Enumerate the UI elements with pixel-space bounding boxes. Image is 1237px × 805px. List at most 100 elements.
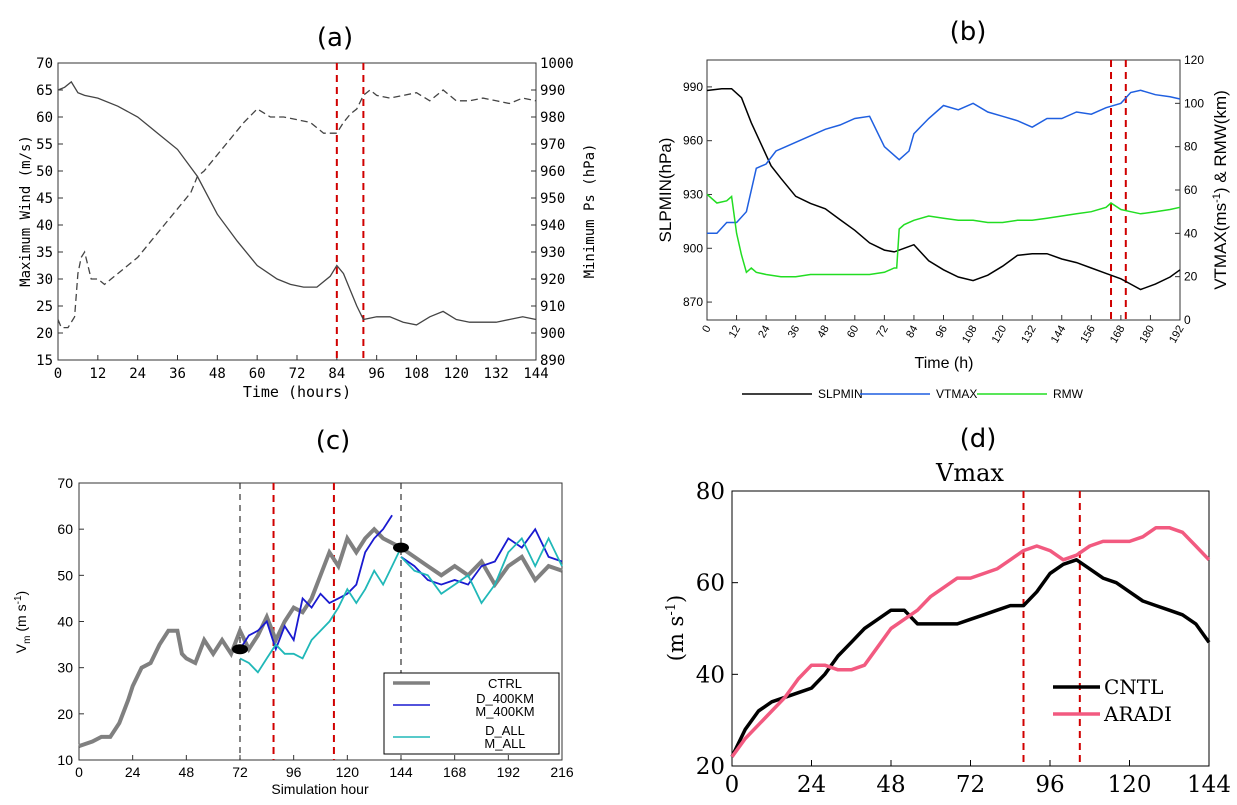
panel-b-x-tick-label: 0 [700,324,713,335]
panel-b-label: (b) [950,17,987,47]
panel-b-y2-tick-label: 80 [1184,140,1198,154]
panel-b-x-tick-label: 156 [1078,324,1098,346]
panel-d-label: (d) [960,424,997,454]
panel-b-x-tick-label: 168 [1108,324,1128,346]
panel-c-series-m-400km [400,527,563,586]
panel-a-y2-tick-label: 900 [540,326,565,342]
panel-a-x-ticks: 0 12 24 36 48 60 72 84 96 108 120 132 144 [54,355,549,382]
panel-a-x-tick-label: 72 [289,366,306,382]
panel-d-x-tick-label: 48 [876,772,905,798]
panel-b-legend-label: VTMAX [936,387,977,401]
panel-b-legend: SLPMIN VTMAX RMW [742,387,1084,401]
panel-b-x-tick-label: 180 [1137,324,1157,346]
panel-c-y-tick-label: 10 [57,752,73,768]
panel-c-reference-lines [239,483,402,760]
panel-b-x-tick-label: 24 [756,324,773,341]
panel-d-reference-lines [1022,491,1081,766]
panel-a-y2-tick-label: 920 [540,272,565,288]
panel-a-x-tick-label: 144 [523,366,548,382]
panel-c-marker-dot [232,644,248,655]
panel-c-series-m-all [400,536,563,605]
panel-b-series-rmw [706,193,1181,278]
panel-d-y-tick-label: 80 [696,479,725,505]
panel-a-frame [57,62,537,361]
panel-b: (b) 0 12 24 36 48 60 72 84 96 108 120 132 144 156 168 1… [656,17,1230,401]
panel-c-label: (c) [316,426,351,456]
panel-a-y2-tick-label: 940 [540,218,565,234]
panel-a-y2-tick-label: 1000 [540,56,574,72]
panel-c-x-tick-label: 96 [286,764,302,780]
panel-b-y-tick-label: 960 [683,134,703,148]
panel-d-x-tick-label: 72 [956,772,985,798]
panel-d-y-axis-label: (m s-1) [664,595,688,661]
panel-b-series [706,87,1181,291]
panel-d-x-tick-label: 144 [1187,772,1231,798]
panel-b-series-slpmin [706,87,1181,291]
panel-c-marker-dot [393,542,409,553]
panel-a-y2-ticks: 890 900 910 920 930 940 950 960 970 980 990 1000 [531,56,574,369]
panel-a-x-tick-label: 96 [368,366,385,382]
panel-a-series-minimum-ps [57,89,537,329]
panel-c-x-tick-label: 48 [179,764,195,780]
panel-c-y-tick-label: 70 [57,475,73,491]
panel-a-x-tick-label: 120 [444,366,469,382]
panel-a-y-tick-label: 25 [36,299,53,315]
panel-a: (a) 0 12 24 36 48 60 72 84 96 108 120 132 144 15 20 25… [18,23,598,401]
panel-d-legend-label: CNTL [1104,675,1163,699]
panel-c-y-tick-label: 20 [57,706,73,722]
panel-c-markers [232,542,409,655]
panel-a-y-axis-label: Maximum Wind (m/s) [18,135,34,287]
panel-a-y2-tick-label: 990 [540,83,565,99]
panel-c-legend-label: CTRL [488,676,522,691]
panel-a-y-tick-label: 50 [36,164,53,180]
panel-c-series-ctrl [78,526,563,748]
panel-c-x-tick-label: 72 [232,764,248,780]
panel-c-y-tick-label: 30 [57,660,73,676]
panel-a-x-tick-label: 108 [404,366,429,382]
panel-d-y-ticks: 20 40 60 80 [696,479,738,780]
panel-d-series [730,525,1211,758]
panel-a-y-tick-label: 55 [36,137,53,153]
panel-a-reference-lines [335,63,365,360]
panel-c-y-tick-label: 50 [57,567,73,583]
panel-b-y-tick-label: 870 [683,295,703,309]
panel-a-x-tick-label: 12 [89,366,106,382]
panel-d-series-aradi [730,525,1211,758]
panel-b-x-tick-label: 72 [874,324,891,341]
panel-b-y2-tick-label: 60 [1184,183,1198,197]
panel-b-x-ticks: 0 12 24 36 48 60 72 84 96 108 120 132 144 156 168 180 19… [700,315,1187,346]
panel-a-series-maximum-wind [57,80,537,326]
panel-d-x-tick-label: 120 [1108,772,1152,798]
panel-c-y-axis-label: Vm (m s-1) [13,591,33,653]
panel-c-y-ticks: 10 20 30 40 50 60 70 [57,475,84,768]
panel-c-legend-label: M_ALL [484,736,525,751]
panel-b-y2-tick-label: 100 [1184,96,1204,110]
panel-a-y2-tick-label: 980 [540,110,565,126]
panel-b-x-tick-label: 36 [786,324,803,341]
panel-c-x-tick-label: 144 [389,764,413,780]
panel-c-x-tick-label: 216 [550,764,574,780]
panel-b-y2-tick-label: 40 [1184,226,1198,240]
panel-a-x-tick-label: 0 [54,366,62,382]
panel-b-reference-lines [1110,60,1127,320]
panel-c-x-tick-label: 24 [125,764,141,780]
panel-c-x-tick-label: 168 [443,764,467,780]
panel-a-series [57,80,537,329]
panel-a-y-tick-label: 40 [36,218,53,234]
panel-a-y2-tick-label: 960 [540,164,565,180]
panel-c-legend-label: M_400KM [475,704,534,719]
panel-c-x-ticks: 0 24 48 72 96 120 144 168 192 216 [75,755,574,780]
panel-c-legend-box [383,672,560,755]
panel-a-y2-tick-label: 910 [540,299,565,315]
panel-c-x-tick-label: 192 [497,764,521,780]
panel-a-y2-tick-label: 890 [540,353,565,369]
panel-c-series [78,514,563,748]
panel-b-x-tick-label: 108 [960,324,980,346]
panel-b-x-tick-label: 144 [1049,324,1069,346]
panel-a-y2-axis-label: Minimum Ps (hPa) [582,144,598,279]
panel-b-x-tick-label: 120 [990,324,1010,346]
panel-d-x-tick-label: 24 [797,772,826,798]
panel-c-legend-label: D_400KM [476,691,534,706]
panel-c-x-tick-label: 120 [336,764,360,780]
panel-d-x-tick-label: 0 [725,772,740,798]
